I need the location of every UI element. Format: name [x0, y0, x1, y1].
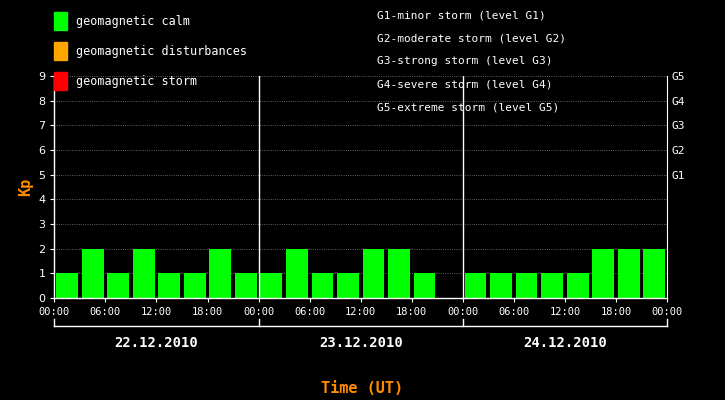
- Bar: [107, 273, 129, 298]
- Text: 24.12.2010: 24.12.2010: [523, 336, 607, 350]
- Bar: [312, 273, 334, 298]
- Text: geomagnetic storm: geomagnetic storm: [76, 74, 197, 88]
- Bar: [618, 249, 639, 298]
- Bar: [465, 273, 486, 298]
- Bar: [414, 273, 435, 298]
- Bar: [542, 273, 563, 298]
- Text: G1-minor storm (level G1): G1-minor storm (level G1): [377, 10, 546, 20]
- Bar: [286, 249, 307, 298]
- Bar: [388, 249, 410, 298]
- Text: geomagnetic calm: geomagnetic calm: [76, 14, 190, 28]
- Bar: [515, 273, 537, 298]
- Bar: [643, 249, 665, 298]
- Bar: [260, 273, 282, 298]
- Bar: [337, 273, 359, 298]
- Text: G3-strong storm (level G3): G3-strong storm (level G3): [377, 56, 552, 66]
- Text: Time (UT): Time (UT): [321, 381, 404, 396]
- Bar: [490, 273, 512, 298]
- Text: 23.12.2010: 23.12.2010: [319, 336, 402, 350]
- Y-axis label: Kp: Kp: [17, 178, 33, 196]
- Bar: [82, 249, 104, 298]
- Bar: [210, 249, 231, 298]
- Bar: [158, 273, 180, 298]
- Bar: [235, 273, 257, 298]
- Bar: [57, 273, 78, 298]
- Bar: [592, 249, 614, 298]
- Text: geomagnetic disturbances: geomagnetic disturbances: [76, 44, 247, 58]
- Bar: [567, 273, 589, 298]
- Bar: [133, 249, 154, 298]
- Text: G4-severe storm (level G4): G4-severe storm (level G4): [377, 80, 552, 90]
- Text: G2-moderate storm (level G2): G2-moderate storm (level G2): [377, 33, 566, 43]
- Text: G5-extreme storm (level G5): G5-extreme storm (level G5): [377, 103, 559, 113]
- Bar: [362, 249, 384, 298]
- Bar: [184, 273, 206, 298]
- Text: 22.12.2010: 22.12.2010: [115, 336, 199, 350]
